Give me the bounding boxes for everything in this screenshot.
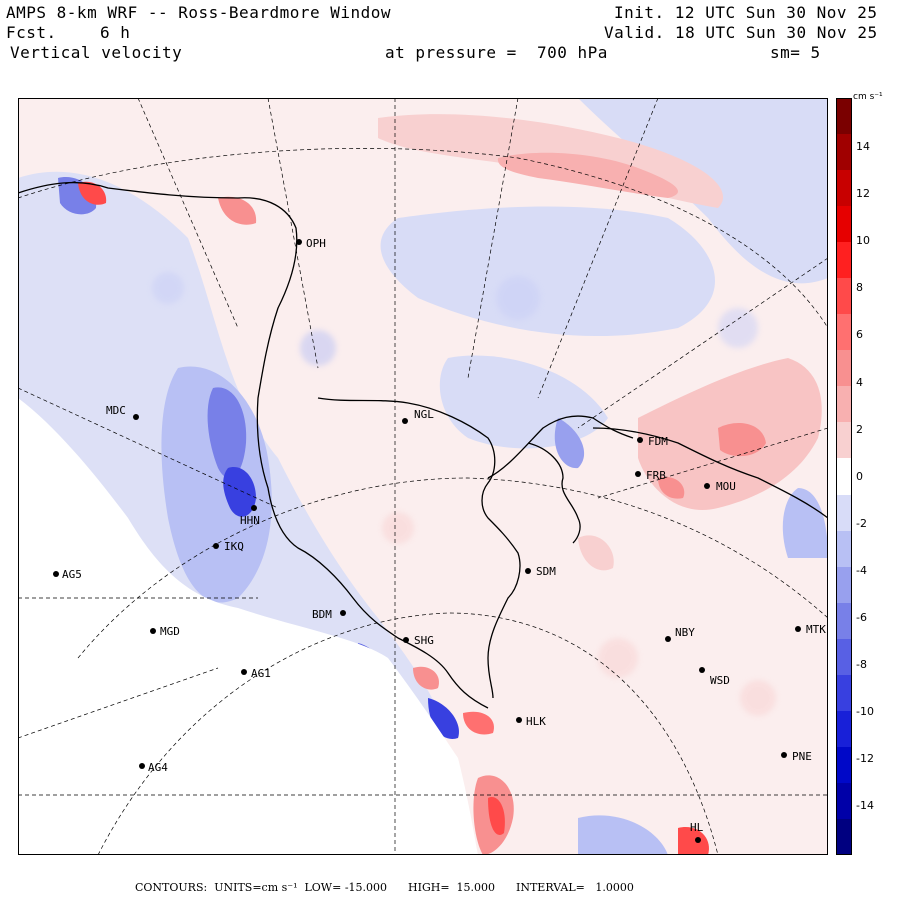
station-ngl: NGL xyxy=(402,408,434,424)
colorbar-swatch xyxy=(836,530,852,568)
colorbar-tick-label: 6 xyxy=(856,328,863,342)
svg-text:FRB: FRB xyxy=(646,469,666,482)
station-fdm: FDM xyxy=(637,435,668,448)
svg-text:IKQ: IKQ xyxy=(224,540,244,553)
svg-text:SHG: SHG xyxy=(414,634,434,647)
svg-text:MTK: MTK xyxy=(806,623,826,636)
init-time: Init. 12 UTC Sun 30 Nov 25 xyxy=(614,3,878,22)
colorbar-swatch xyxy=(836,746,852,784)
station-mtk: MTK xyxy=(795,623,826,636)
map-border xyxy=(18,98,828,855)
colorbar-tick-label: 12 xyxy=(856,187,870,201)
svg-text:BDM: BDM xyxy=(312,608,332,621)
station-ag4: AG4 xyxy=(139,761,168,774)
svg-text:FDM: FDM xyxy=(648,435,668,448)
colorbar-tick-label: -10 xyxy=(856,705,874,719)
station-frb: FRB xyxy=(635,469,666,482)
station-hhn: HHN xyxy=(240,505,260,527)
svg-text:AG1: AG1 xyxy=(251,667,271,680)
station-hl: HL xyxy=(690,821,704,843)
colorbar-swatch xyxy=(836,134,852,171)
colorbar-unit: cm s⁻¹ xyxy=(853,92,883,102)
station-ikq: IKQ xyxy=(213,540,244,553)
colorbar-tick-label: -2 xyxy=(856,516,867,530)
colorbar-swatch xyxy=(836,566,852,604)
station-hlk: HLK xyxy=(516,715,546,728)
vertical-velocity-map: OPH MDC NGL FDM FRB MOU HHN IKQ AG5 SDM … xyxy=(18,98,828,855)
colorbar-tick-label: -12 xyxy=(856,752,874,766)
colorbar-tick-label: -4 xyxy=(856,563,867,577)
lat-lon-grid xyxy=(18,98,828,855)
coastline xyxy=(18,181,828,709)
station-sdm: SDM xyxy=(525,565,556,578)
svg-text:NBY: NBY xyxy=(675,626,695,639)
svg-text:AG5: AG5 xyxy=(62,568,82,581)
valid-time: Valid. 18 UTC Sun 30 Nov 25 xyxy=(604,23,878,42)
colorbar-swatch xyxy=(836,638,852,676)
svg-text:HLK: HLK xyxy=(526,715,546,728)
map-title: AMPS 8-km WRF -- Ross-Beardmore Window xyxy=(6,3,392,22)
colorbar-swatch xyxy=(836,782,852,820)
svg-text:MDC: MDC xyxy=(106,404,126,417)
station-oph: OPH xyxy=(296,237,326,250)
colorbar-tick-label: 10 xyxy=(856,234,870,248)
stations: OPH MDC NGL FDM FRB MOU HHN IKQ AG5 SDM … xyxy=(53,237,826,843)
colorbar-swatch xyxy=(836,98,852,135)
pressure-level: at pressure = 700 hPa xyxy=(385,43,608,62)
forecast-hour: 6 h xyxy=(100,23,131,42)
forecast-label: Fcst. xyxy=(6,23,57,42)
colorbar-swatch xyxy=(836,818,852,856)
station-mdc: MDC xyxy=(106,404,139,420)
colorbar-frame xyxy=(836,98,852,855)
colorbar-tick-label: -6 xyxy=(856,611,867,624)
station-ag5: AG5 xyxy=(53,568,82,581)
svg-text:NGL: NGL xyxy=(414,408,434,421)
colorbar-swatch xyxy=(836,278,852,315)
colorbar-swatch xyxy=(836,710,852,748)
svg-text:AG4: AG4 xyxy=(148,761,168,774)
no-data-region xyxy=(18,398,478,855)
station-wsd: WSD xyxy=(699,667,730,687)
colorbar-swatch xyxy=(836,170,852,207)
texture-layer xyxy=(152,272,776,716)
colorbar-swatch xyxy=(836,314,852,351)
station-ag1: AG1 xyxy=(241,667,271,680)
svg-text:HL: HL xyxy=(690,821,704,834)
station-shg: SHG xyxy=(403,634,434,647)
svg-text:OPH: OPH xyxy=(306,237,326,250)
colorbar-tick-label: 14 xyxy=(856,140,870,153)
station-mgd: MGD xyxy=(150,625,180,638)
station-mou: MOU xyxy=(704,480,736,493)
colorbar-tick-label: 2 xyxy=(856,422,863,436)
station-pne: PNE xyxy=(781,750,812,763)
station-bdm: BDM xyxy=(312,608,346,621)
colorbar-tick-label: 0 xyxy=(856,469,863,483)
station-nby: NBY xyxy=(665,626,695,642)
colorbar-tick-label: -8 xyxy=(856,658,867,672)
colorbar xyxy=(836,98,852,856)
colorbar-swatch xyxy=(836,602,852,640)
colorbar-tick-label: -14 xyxy=(856,799,874,813)
svg-text:HHN: HHN xyxy=(240,514,260,527)
contour-info: CONTOURS: UNITS=cm s⁻¹ LOW= -15.000 HIGH… xyxy=(135,881,634,894)
field-name: Vertical velocity xyxy=(10,43,183,62)
colorbar-tick-label: 8 xyxy=(856,281,863,295)
colorbar-swatch xyxy=(836,674,852,712)
colorbar-swatch xyxy=(836,422,852,459)
colorbar-swatch xyxy=(836,494,852,532)
svg-text:SDM: SDM xyxy=(536,565,556,578)
colorbar-swatch xyxy=(836,386,852,423)
colorbar-swatch xyxy=(836,206,852,243)
colorbar-swatch xyxy=(836,242,852,279)
colorbar-swatch xyxy=(836,458,852,496)
svg-text:WSD: WSD xyxy=(710,674,730,687)
svg-text:MOU: MOU xyxy=(716,480,736,493)
smoothing-value: sm= 5 xyxy=(770,43,821,62)
colorbar-tick-label: 4 xyxy=(856,375,863,389)
svg-text:MGD: MGD xyxy=(160,625,180,638)
colorbar-swatch xyxy=(836,350,852,387)
svg-text:PNE: PNE xyxy=(792,750,812,763)
